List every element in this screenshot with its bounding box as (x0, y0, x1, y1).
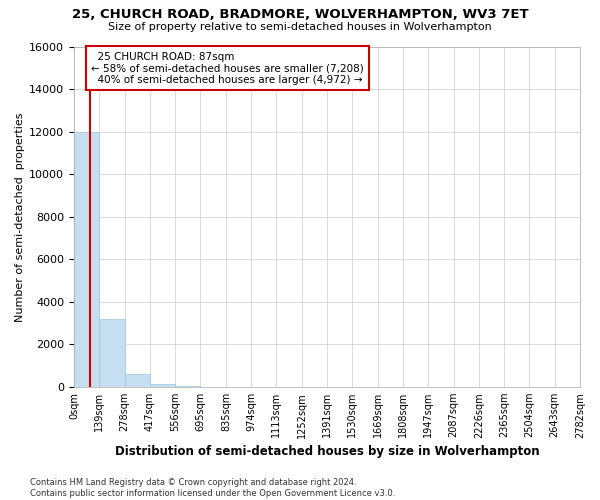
Text: 25, CHURCH ROAD, BRADMORE, WOLVERHAMPTON, WV3 7ET: 25, CHURCH ROAD, BRADMORE, WOLVERHAMPTON… (71, 8, 529, 20)
Text: Size of property relative to semi-detached houses in Wolverhampton: Size of property relative to semi-detach… (108, 22, 492, 32)
Bar (125, 374, 150, 387)
Bar (74, 132, 99, 387)
Bar (150, 384, 175, 387)
Bar (99, 319, 125, 387)
Y-axis label: Number of semi-detached  properties: Number of semi-detached properties (15, 112, 25, 322)
Text: Contains HM Land Registry data © Crown copyright and database right 2024.
Contai: Contains HM Land Registry data © Crown c… (30, 478, 395, 498)
Bar (175, 386, 200, 387)
X-axis label: Distribution of semi-detached houses by size in Wolverhampton: Distribution of semi-detached houses by … (115, 444, 539, 458)
Text: 25 CHURCH ROAD: 87sqm
← 58% of semi-detached houses are smaller (7,208)
  40% of: 25 CHURCH ROAD: 87sqm ← 58% of semi-deta… (91, 52, 364, 85)
